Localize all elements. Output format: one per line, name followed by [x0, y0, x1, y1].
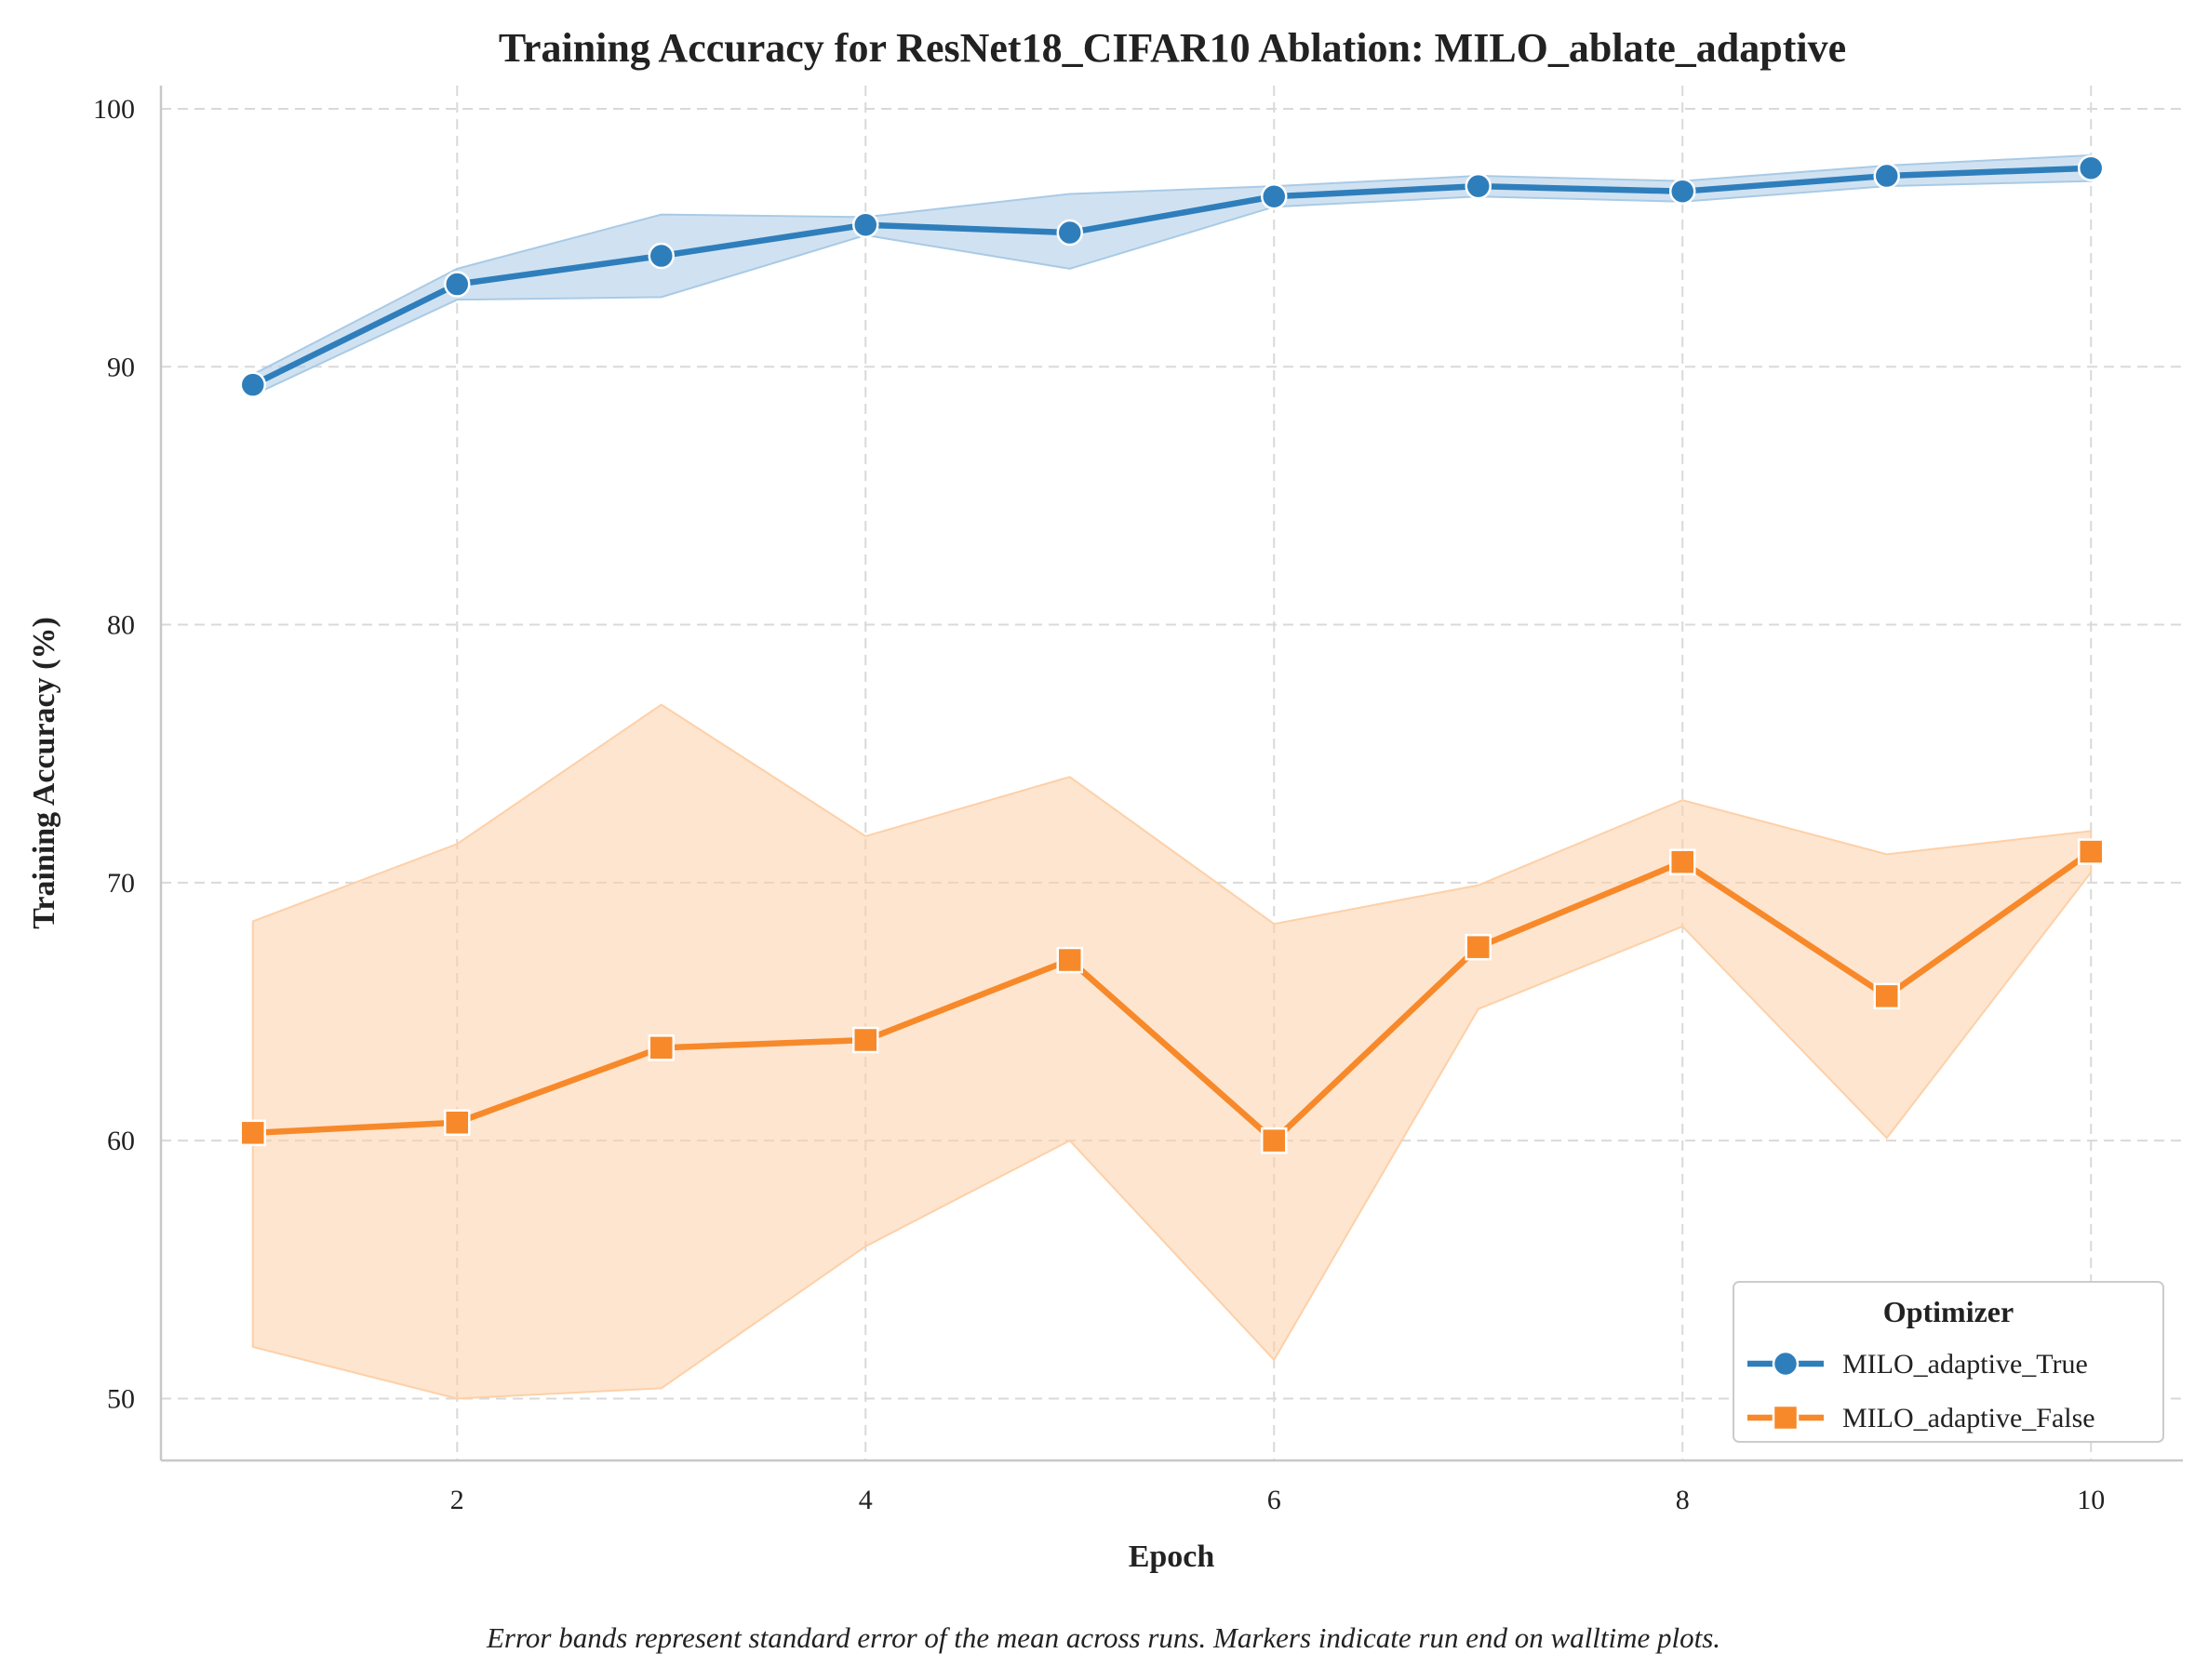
series-lines — [251, 165, 2094, 1144]
legend-items: MILO_adaptive_True MILO_adaptive_False — [1747, 1349, 2095, 1433]
series-line-milo-adaptive-false — [252, 848, 2094, 1144]
data-point-milo-adaptive-true — [1668, 178, 1696, 205]
y-tick-label: 50 — [107, 1383, 135, 1414]
legend-marker-milo-adaptive-false — [1772, 1404, 1800, 1432]
chart-caption: Error bands represent standard error of … — [486, 1621, 1720, 1654]
data-point-milo-adaptive-true — [648, 242, 676, 270]
data-point-milo-adaptive-true — [239, 371, 267, 398]
data-point-milo-adaptive-false — [444, 1109, 471, 1136]
y-tick-labels: 50 60 70 80 90 100 — [93, 94, 135, 1414]
data-point-milo-adaptive-false — [1465, 933, 1492, 961]
data-point-milo-adaptive-false — [648, 1034, 676, 1061]
y-tick-label: 80 — [107, 610, 135, 641]
data-point-milo-adaptive-true — [444, 271, 471, 298]
y-tick-label: 70 — [107, 868, 135, 899]
data-point-milo-adaptive-false — [852, 1026, 879, 1054]
x-tick-label: 10 — [2077, 1485, 2105, 1515]
data-point-milo-adaptive-false — [2077, 838, 2105, 865]
data-point-milo-adaptive-false — [1873, 982, 1900, 1010]
series-line-milo-adaptive-true — [251, 165, 2092, 388]
data-point-milo-adaptive-true — [1260, 182, 1288, 210]
data-point-milo-adaptive-true — [1056, 219, 1084, 247]
x-tick-labels: 2 4 6 8 10 — [450, 1485, 2105, 1515]
x-tick-label: 2 — [450, 1485, 464, 1515]
x-tick-label: 8 — [1676, 1485, 1690, 1515]
legend-marker-milo-adaptive-true — [1772, 1350, 1800, 1378]
data-point-milo-adaptive-true — [2077, 154, 2105, 181]
series-markers — [239, 154, 2105, 1154]
data-point-milo-adaptive-true — [1465, 172, 1492, 200]
data-point-milo-adaptive-false — [239, 1119, 267, 1147]
plot-area: 2 4 6 8 10 50 60 70 80 90 100 — [93, 86, 2183, 1515]
y-tick-label: 100 — [93, 94, 135, 125]
legend-box — [1733, 1281, 2164, 1443]
y-axis-label: Training Accuracy (%) — [27, 617, 61, 929]
error-bands — [251, 153, 2093, 1400]
x-tick-label: 6 — [1267, 1485, 1281, 1515]
x-axis-label: Epoch — [1129, 1540, 1215, 1574]
x-tick-label: 4 — [859, 1485, 873, 1515]
chart-title: Training Accuracy for ResNet18_CIFAR10 A… — [499, 25, 1846, 71]
y-tick-label: 90 — [107, 352, 135, 382]
legend: Optimizer MILO_adaptive_TrueMILO_adaptiv… — [1733, 1281, 2164, 1443]
data-point-milo-adaptive-true — [852, 211, 879, 238]
legend-label-milo-adaptive-false: MILO_adaptive_False — [1842, 1403, 2095, 1433]
data-point-milo-adaptive-false — [1056, 946, 1084, 974]
legend-label-milo-adaptive-true: MILO_adaptive_True — [1842, 1349, 2088, 1380]
data-point-milo-adaptive-false — [1668, 848, 1696, 875]
data-point-milo-adaptive-false — [1260, 1127, 1288, 1154]
y-tick-label: 60 — [107, 1126, 135, 1156]
legend-title: Optimizer — [1883, 1295, 2014, 1328]
data-point-milo-adaptive-true — [1873, 162, 1900, 190]
